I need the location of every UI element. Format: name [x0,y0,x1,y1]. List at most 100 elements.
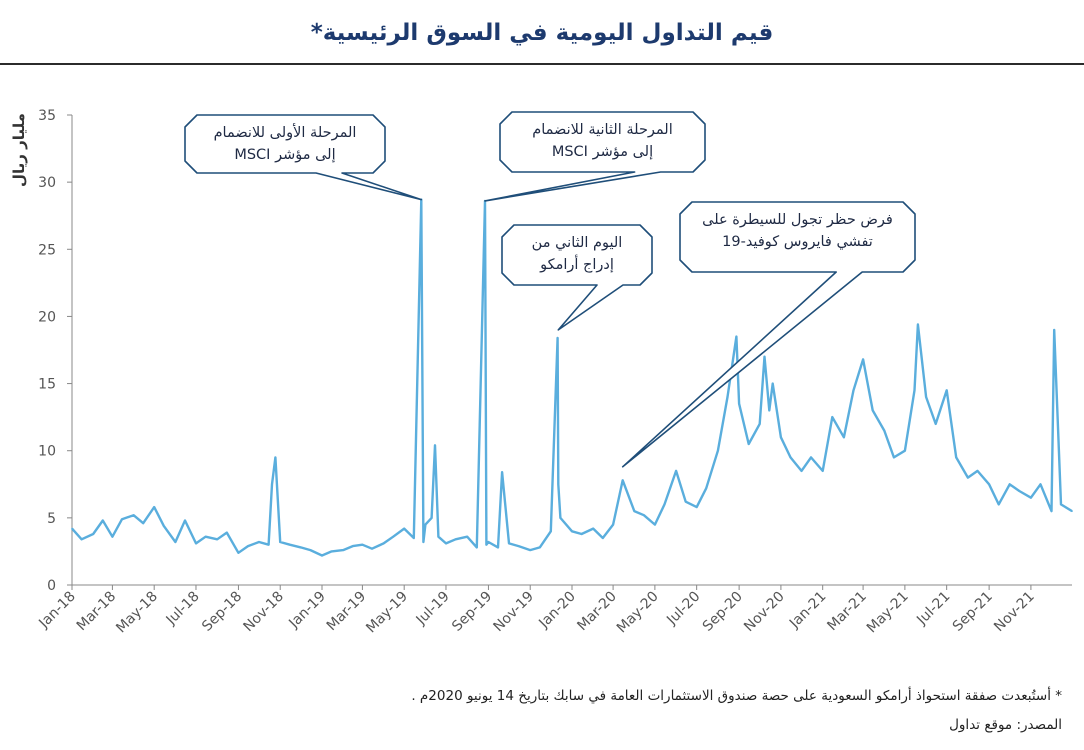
data-point [111,535,114,538]
x-tick-label: Mar-21 [824,589,870,635]
x-tick-label: Jan-21 [786,589,829,632]
data-point [237,551,240,554]
data-point [997,503,1000,506]
annotation-text: المرحلة الثانية للانضمام [532,122,672,138]
x-tick-label: Sep-20 [700,589,746,635]
y-axis-label: مليار ريال [10,113,28,187]
data-point [738,402,740,405]
data-point [247,545,249,547]
data-point [501,471,503,474]
annotation-text: إدراج أرامكو [539,254,614,274]
data-point [258,541,260,543]
data-point [299,546,302,549]
data-point [967,476,969,479]
annotation-text: المرحلة الأولى للانضمام [214,123,357,141]
data-point [675,470,677,472]
data-point [204,535,207,538]
data-point [382,542,385,545]
data-point [831,416,834,418]
data-point [862,358,864,361]
data-point [643,514,645,516]
data-point [1071,510,1073,512]
x-tick-label: May-19 [363,589,411,637]
data-point [132,514,135,516]
data-point [71,527,73,530]
data-point [843,436,845,439]
data-point [445,542,447,545]
data-point [475,546,478,549]
data-point [592,527,595,530]
y-tick-label: 10 [38,444,56,460]
data-point [485,543,488,546]
title-divider [0,63,1084,65]
data-point [403,527,405,530]
data-point [437,535,440,538]
data-point [80,538,83,541]
x-tick-label: Mar-18 [74,589,120,635]
data-point [934,423,937,425]
data-point [529,549,532,551]
data-point [580,533,583,535]
data-point [726,396,729,398]
x-tick-label: Jan-19 [285,589,328,632]
data-point [330,550,333,553]
data-point [454,538,457,541]
data-point [412,537,415,539]
data-point [549,530,552,533]
y-tick-label: 5 [47,511,56,527]
data-point [371,547,373,550]
data-point [195,542,197,545]
data-point [174,541,177,543]
data-point [758,423,761,425]
annotation-text: تفشي فايروس كوفيد-19 [722,234,873,250]
y-tick-label: 25 [38,242,56,258]
data-point [487,541,490,543]
data-point [539,546,541,549]
data-point [684,500,687,503]
data-point [466,535,469,538]
x-tick-label: Sep-21 [950,589,996,635]
data-point [321,554,323,557]
data-point [1030,496,1032,499]
data-point [904,449,906,452]
data-point [342,549,345,551]
y-tick-label: 0 [47,578,56,594]
data-point [309,549,312,551]
data-point [434,444,436,447]
y-tick-label: 15 [38,377,56,393]
data-point [654,523,656,526]
data-point [361,543,364,546]
data-point [852,389,855,392]
x-tick-label: May-18 [113,589,161,637]
data-point [925,396,927,398]
data-point [289,543,291,546]
x-tick-label: Jul-21 [913,589,953,629]
y-tick-label: 20 [38,309,56,325]
data-point [267,543,270,546]
data-point [271,483,273,486]
data-point [274,456,277,459]
data-point [913,389,916,392]
data-point [1018,490,1021,492]
x-tick-label: Mar-20 [574,589,620,635]
data-point [279,541,282,543]
data-point [810,456,812,459]
data-point [92,533,95,535]
x-tick-label: Nov-20 [741,589,788,636]
data-point [121,518,123,520]
data-point [976,470,979,472]
data-point [556,337,559,339]
annotation-callout [501,224,653,331]
data-point [800,470,803,472]
data-point [497,546,499,549]
data-point [945,389,948,392]
data-point [871,409,874,412]
data-point [705,487,708,490]
data-point [1053,329,1055,331]
data-point [735,335,738,338]
footnote: * أستُبعدت صفقة استحواذ أرامكو السعودية … [411,688,1062,704]
data-point [883,429,886,432]
data-point [955,456,958,459]
x-tick-label: Jan-20 [535,589,578,632]
data-point [768,409,771,412]
